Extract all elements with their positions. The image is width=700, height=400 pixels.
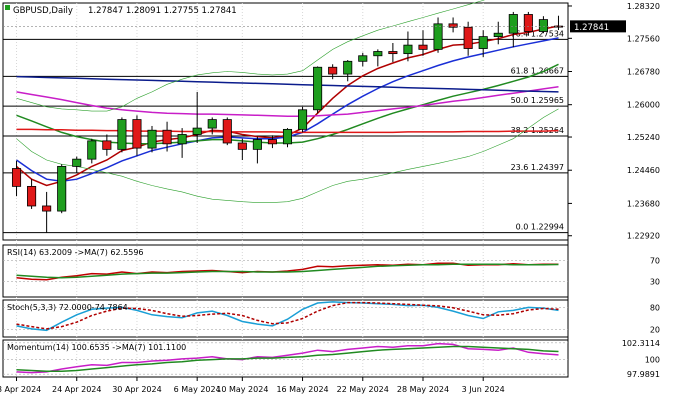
- moving-average-line: [16, 108, 559, 203]
- bearish-candle: [553, 25, 564, 28]
- bullish-candle: [403, 44, 413, 55]
- price-tick-label: 1.28320: [627, 2, 660, 11]
- moving-average-line: [16, 0, 485, 112]
- moving-average-line: [16, 75, 559, 93]
- momentum-series-line: [16, 345, 559, 372]
- rsi-indicator-label: RSI(14) 63.2009 ->MA(7) 62.5596: [7, 248, 144, 257]
- fib-level-label: 76.4 1.27534: [511, 29, 564, 38]
- bullish-candle: [538, 19, 548, 32]
- bearish-candle: [222, 119, 232, 144]
- bullish-candle: [57, 165, 67, 212]
- bearish-candle: [463, 26, 473, 49]
- date-label: 16 May 2024: [276, 385, 328, 394]
- bullish-candle: [343, 60, 353, 75]
- last-price-box: [570, 20, 626, 33]
- date-label: 30 Apr 2024: [112, 385, 161, 394]
- date-label: 22 May 2024: [337, 385, 389, 394]
- bullish-candle: [282, 128, 293, 145]
- chart-ohlc-label: 1.27847 1.28091 1.27755 1.27841: [88, 6, 237, 16]
- bullish-candle: [147, 129, 157, 149]
- rsi-series-line: [16, 262, 559, 281]
- bullish-candle: [298, 109, 308, 130]
- price-tick-label: 1.24460: [627, 166, 660, 175]
- header-arrow-icon: [5, 5, 10, 10]
- rsi-tick-label: 70: [650, 257, 660, 266]
- bullish-candle: [192, 127, 202, 135]
- date-label: 18 Apr 2024: [0, 385, 41, 394]
- price-tick-label: 1.26000: [627, 101, 660, 110]
- bearish-candle: [418, 44, 428, 50]
- price-tick-label: 1.22920: [627, 232, 660, 241]
- stoch-tick-label: 20: [650, 326, 660, 335]
- bullish-candle: [433, 23, 443, 50]
- momentum-tick-label: 102.3114: [622, 339, 660, 348]
- moving-average-line: [16, 86, 559, 117]
- bullish-candle: [478, 36, 488, 49]
- bullish-candle: [358, 55, 368, 62]
- fib-level-label: 50.0 1.25965: [511, 96, 564, 105]
- bullish-candle: [252, 139, 262, 150]
- bullish-candle: [493, 32, 503, 38]
- moving-average-line: [16, 37, 559, 183]
- stoch-series-line: [16, 301, 559, 332]
- bullish-candle: [177, 134, 187, 145]
- rsi-tick-label: 30: [650, 277, 660, 286]
- bearish-candle: [42, 205, 52, 212]
- price-tick-label: 1.23680: [627, 199, 660, 208]
- bullish-candle: [373, 51, 383, 57]
- bullish-candle: [117, 119, 127, 150]
- bearish-candle: [132, 119, 142, 149]
- price-tick-label: 1.25240: [627, 133, 660, 142]
- date-label: 28 May 2024: [397, 385, 449, 394]
- stoch-indicator-label: Stoch(5,3,3) 72.0000-74.7864: [7, 303, 128, 312]
- momentum-indicator-label: Momentum(14) 100.6535 ->MA(7) 101.1100: [7, 343, 186, 352]
- bullish-candle: [207, 119, 217, 129]
- stoch-tick-label: 80: [650, 303, 660, 312]
- date-label: 3 Jun 2024: [462, 385, 505, 394]
- bullish-candle: [87, 140, 97, 160]
- last-price-label: 1.27841: [574, 23, 609, 33]
- fib-level-label: 61.8 1.26667: [511, 66, 564, 75]
- momentum-series-line: [16, 342, 559, 374]
- bearish-candle: [11, 168, 22, 187]
- chart-symbol-label: GBPUSD,Daily: [13, 6, 73, 16]
- bearish-candle: [102, 140, 112, 150]
- date-label: 24 Apr 2024: [52, 385, 101, 394]
- bearish-candle: [388, 51, 398, 55]
- fib-level-label: 0.0 1.22994: [516, 223, 564, 232]
- date-label: 10 May 2024: [216, 385, 268, 394]
- bearish-candle: [448, 23, 458, 28]
- bearish-candle: [162, 129, 172, 145]
- momentum-tick-label: 97.9891: [627, 370, 660, 379]
- rsi-series-line: [16, 263, 559, 279]
- bullish-candle: [72, 158, 82, 167]
- bearish-candle: [328, 66, 338, 75]
- bearish-candle: [267, 139, 277, 145]
- bearish-candle: [237, 142, 247, 150]
- price-tick-label: 1.26780: [627, 68, 660, 77]
- bullish-candle: [313, 66, 323, 111]
- bearish-candle: [523, 14, 533, 32]
- bearish-candle: [27, 185, 37, 207]
- price-tick-label: 1.27560: [627, 34, 660, 43]
- stoch-series-line: [16, 301, 559, 330]
- momentum-tick-label: 100: [645, 356, 660, 365]
- fib-level-label: 23.6 1.24397: [511, 163, 564, 172]
- date-label: 6 May 2024: [174, 385, 221, 394]
- bullish-candle: [508, 14, 518, 34]
